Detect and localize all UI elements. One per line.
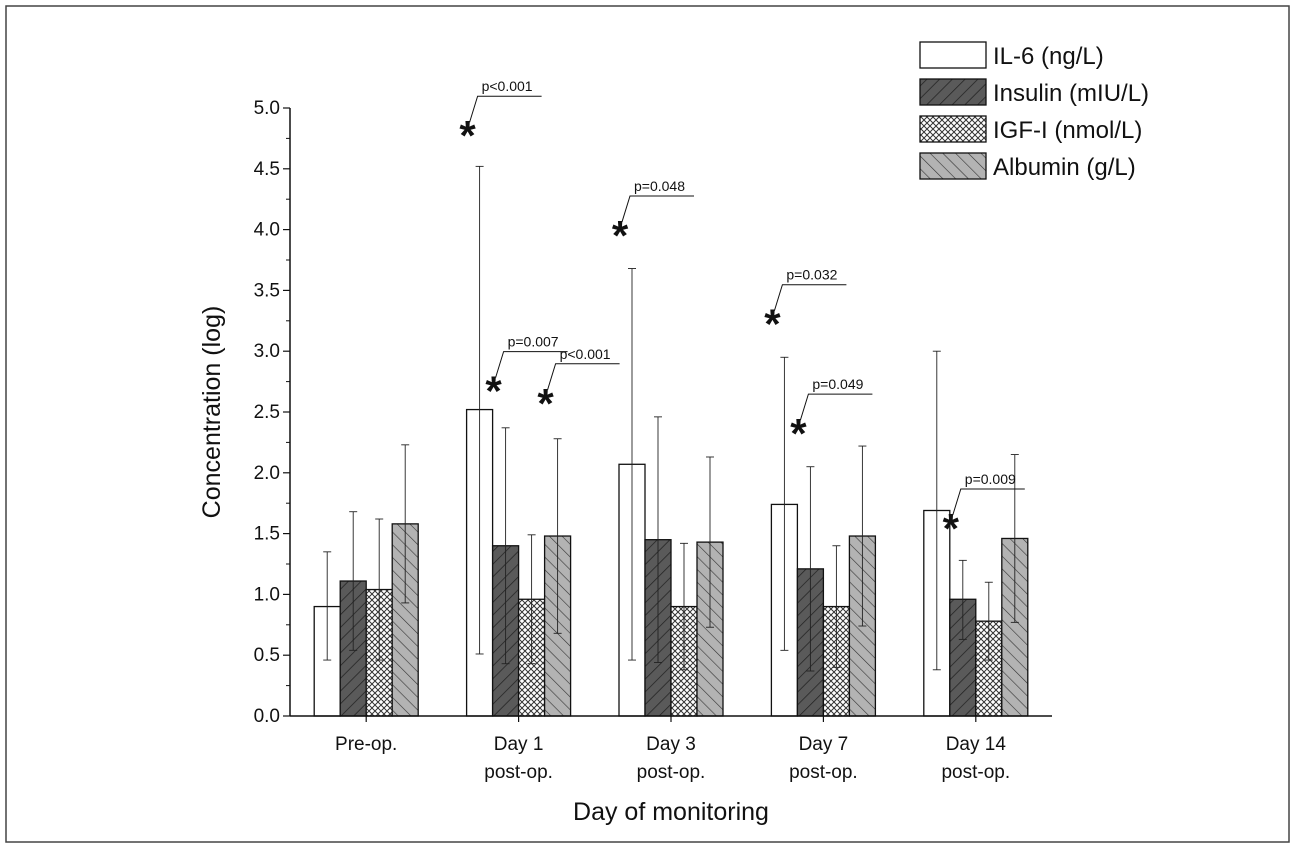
y-tick-label: 4.0 bbox=[254, 220, 280, 241]
legend-swatch bbox=[919, 115, 987, 143]
y-ticks: 0.0 0.5 1.0 1.5 2.0 2.5 3.0 3.5 4.0 4.5 5.0 bbox=[254, 98, 290, 727]
bar bbox=[391, 523, 419, 717]
significance-star: * bbox=[764, 301, 781, 348]
error-bars-layer bbox=[323, 165, 1019, 672]
significance-star: * bbox=[790, 410, 807, 457]
x-category-label: post-op. bbox=[637, 762, 706, 783]
significance-star: * bbox=[612, 212, 629, 259]
p-value-leader bbox=[469, 95, 542, 123]
y-tick-label: 5.0 bbox=[254, 98, 280, 119]
p-value-leader bbox=[952, 488, 1025, 516]
legend-swatch bbox=[919, 41, 987, 69]
p-value-leader bbox=[621, 195, 694, 223]
x-category-label: post-op. bbox=[484, 762, 553, 783]
p-value-label: p=0.007 bbox=[508, 334, 559, 350]
y-tick-label: 3.5 bbox=[254, 280, 280, 301]
p-value-leader bbox=[799, 393, 873, 421]
x-category-label: post-op. bbox=[941, 762, 1010, 783]
p-value-leader bbox=[547, 363, 620, 390]
significance-star: * bbox=[485, 368, 502, 415]
x-category-label: Pre-op. bbox=[335, 734, 397, 755]
y-tick-label: 4.5 bbox=[254, 159, 280, 180]
x-category-label: Day 3 bbox=[646, 734, 696, 755]
significance-annotations: * p<0.001 * p=0.007 * p<0.001 * p=0.048 * p=0.032… bbox=[459, 78, 1025, 552]
y-tick-label: 1.5 bbox=[254, 524, 280, 545]
p-value-label: p=0.048 bbox=[634, 178, 685, 194]
significance-star: * bbox=[459, 112, 476, 159]
x-category-label: Day 14 bbox=[946, 734, 1007, 755]
x-category-label: Day 1 bbox=[494, 734, 544, 755]
legend-label: IGF-I (nmol/L) bbox=[993, 117, 1142, 144]
significance-star: * bbox=[943, 505, 960, 552]
y-axis-title: Concentration (log) bbox=[198, 306, 226, 519]
p-value-label: p=0.049 bbox=[812, 376, 863, 392]
y-tick-label: 2.0 bbox=[254, 463, 280, 484]
x-category-labels: Pre-op. Day 1 post-op. Day 3 post-op. Day 7 po… bbox=[335, 716, 1010, 783]
p-value-label: p=0.009 bbox=[965, 471, 1016, 487]
y-tick-label: 1.0 bbox=[254, 584, 280, 605]
p-value-label: p<0.001 bbox=[482, 78, 533, 94]
significance-star: * bbox=[537, 380, 554, 427]
p-value-leader bbox=[773, 284, 847, 311]
legend-label: IL-6 (ng/L) bbox=[993, 43, 1104, 70]
legend-swatch bbox=[919, 78, 987, 106]
p-value-label: p<0.001 bbox=[560, 346, 611, 362]
x-axis-title: Day of monitoring bbox=[573, 798, 769, 826]
x-category-label: Day 7 bbox=[799, 734, 849, 755]
p-value-label: p=0.032 bbox=[786, 267, 837, 283]
legend-label: Albumin (g/L) bbox=[993, 154, 1136, 181]
y-tick-label: 0.0 bbox=[254, 706, 280, 727]
legend-swatch bbox=[919, 152, 987, 180]
y-tick-label: 3.0 bbox=[254, 341, 280, 362]
y-tick-label: 0.5 bbox=[254, 645, 280, 666]
p-value-leader bbox=[495, 351, 568, 378]
legend: IL-6 (ng/L) Insulin (mIU/L) IGF-I (nmol/L)… bbox=[919, 41, 1149, 181]
x-category-label: post-op. bbox=[789, 762, 858, 783]
y-tick-label: 2.5 bbox=[254, 402, 280, 423]
legend-label: Insulin (mIU/L) bbox=[993, 80, 1149, 107]
